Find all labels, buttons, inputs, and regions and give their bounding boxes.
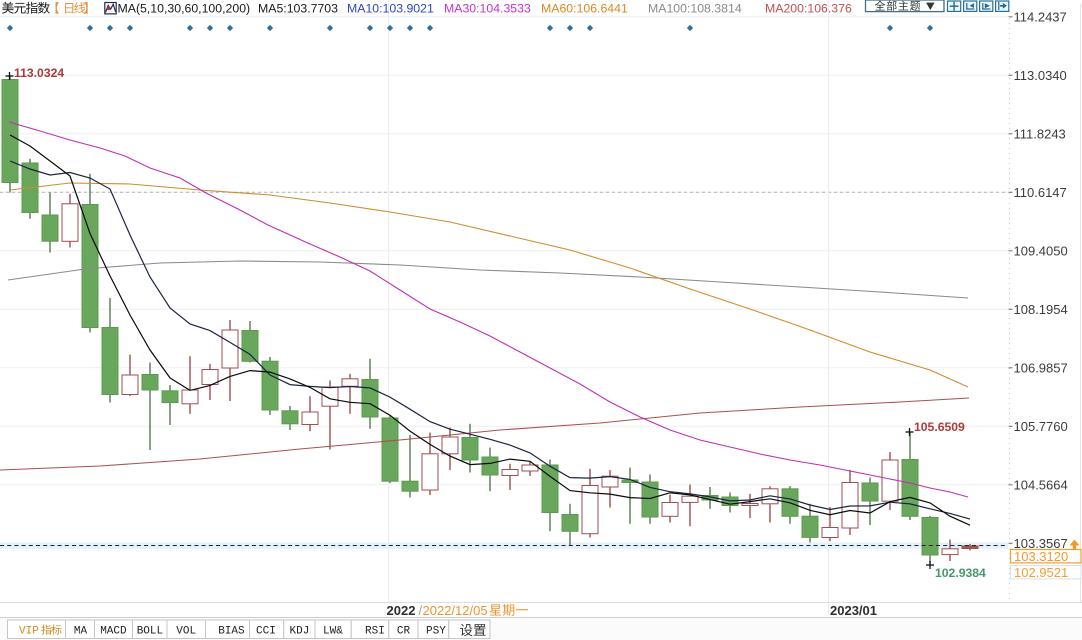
svg-text:RSI: RSI [365, 626, 385, 638]
svg-text:BIAS: BIAS [218, 626, 245, 638]
svg-text:MA: MA [74, 626, 88, 638]
svg-text:106.9857: 106.9857 [1014, 360, 1068, 375]
svg-text:VOL: VOL [176, 626, 196, 638]
svg-text:109.4050: 109.4050 [1014, 243, 1068, 258]
svg-text:105.6509: 105.6509 [914, 420, 965, 434]
svg-text:MACD: MACD [100, 626, 127, 638]
svg-text:KDJ: KDJ [290, 626, 310, 638]
svg-text:CCI: CCI [256, 626, 276, 638]
svg-text:103.3567: 103.3567 [1014, 536, 1068, 551]
svg-text:108.1954: 108.1954 [1014, 302, 1068, 317]
svg-text:CR: CR [397, 626, 411, 638]
svg-text:2022/12/05: 2022/12/05 [423, 603, 488, 618]
svg-text:102.9384: 102.9384 [935, 566, 986, 580]
svg-text:MA30:104.3533: MA30:104.3533 [444, 2, 531, 16]
svg-text:PSY: PSY [426, 626, 446, 638]
svg-text:113.0340: 113.0340 [1014, 68, 1067, 83]
svg-text:MA200:106.376: MA200:106.376 [765, 2, 852, 16]
svg-text:110.6147: 110.6147 [1014, 185, 1067, 200]
svg-text:105.7760: 105.7760 [1014, 419, 1068, 434]
svg-text:LW&: LW& [323, 626, 343, 638]
svg-text:/: / [419, 603, 423, 618]
svg-text:MA5:103.7703: MA5:103.7703 [258, 2, 338, 16]
svg-text:VIP: VIP [19, 626, 39, 638]
svg-text:MA60:106.6441: MA60:106.6441 [541, 2, 628, 16]
svg-text:103.3120: 103.3120 [1014, 549, 1068, 564]
svg-text:BOLL: BOLL [137, 626, 163, 638]
svg-text:111.8243: 111.8243 [1014, 126, 1066, 141]
svg-text:MA10:103.9021: MA10:103.9021 [347, 2, 434, 16]
svg-text:114.2437: 114.2437 [1014, 9, 1067, 24]
svg-text:MA100:108.3814: MA100:108.3814 [648, 2, 742, 16]
svg-text:2023/01: 2023/01 [830, 603, 877, 618]
svg-text:102.9521: 102.9521 [1014, 565, 1068, 580]
svg-text:2022: 2022 [387, 603, 416, 618]
svg-text:104.5664: 104.5664 [1014, 477, 1068, 492]
svg-text:113.0324: 113.0324 [14, 66, 64, 80]
svg-text:MA(5,10,30,60,100,200): MA(5,10,30,60,100,200) [118, 2, 251, 16]
